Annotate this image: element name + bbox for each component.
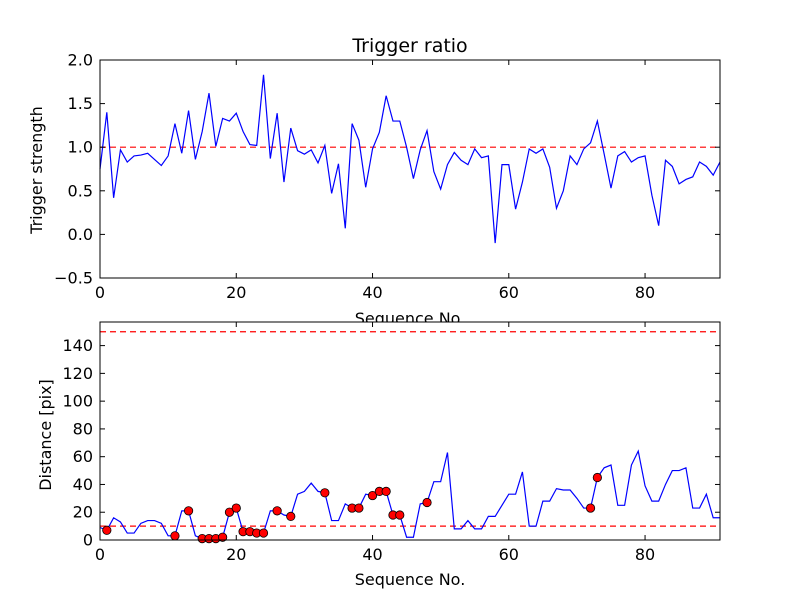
y-tick-label: 120 [62,364,93,383]
y-tick-label: −0.5 [54,269,93,288]
chart-title: Trigger ratio [351,35,467,57]
x-tick-label: 60 [499,283,519,302]
y-tick-label: 20 [73,503,93,522]
data-point [395,510,405,520]
trigger-ratio-chart: Trigger ratio 0 20 40 60 80 −0.5 0.0 0.5 1.0 1.5 2… [27,35,721,328]
y-tick-label: 1.5 [68,94,93,113]
data-point [585,503,596,513]
y-tick-label: 60 [73,447,93,466]
x-tick-label: 40 [362,545,382,564]
data-point [272,506,282,516]
data-point [320,488,330,498]
plot-area: 0 20 40 60 80 0 20 40 60 80 100 120 140 [62,321,721,564]
data-point [286,511,296,521]
plot-frame [99,321,721,541]
x-tick-label: 80 [635,283,655,302]
data-point [422,497,432,508]
y-tick-label: 0.5 [68,181,93,200]
y-axis-label: Distance [pix] [36,379,55,491]
data-point [592,472,602,483]
x-axis-label: Sequence No. [355,570,466,589]
y-tick-label: 140 [62,336,93,355]
y-tick-label: 80 [73,419,93,438]
data-point [183,506,194,516]
x-tick-label: 80 [635,545,655,564]
plot-area: 0 20 40 60 80 −0.5 0.0 0.5 1.0 1.5 2.0 [54,51,721,302]
data-point [170,531,180,541]
x-tick-label: 20 [226,283,246,302]
distance-chart: 0 20 40 60 80 0 20 40 60 80 100 120 140 Sequence No.… [36,321,721,589]
y-tick-label: 100 [62,392,93,411]
y-tick-label: 0.0 [68,225,93,244]
x-tick-label: 20 [226,545,246,564]
data-point [381,486,391,497]
x-tick-label: 0 [95,283,105,302]
plot-background [100,60,720,278]
y-tick-label: 40 [73,475,93,494]
y-axis-label: Trigger strength [27,106,46,235]
x-tick-label: 0 [95,545,105,564]
data-point [367,490,378,501]
data-point [231,503,241,513]
data-point [102,525,112,535]
data-point [218,532,228,542]
x-tick-label: 40 [362,283,382,302]
series-line [99,74,721,244]
data-point [224,507,235,517]
x-tick-label: 60 [499,545,519,564]
data-point [258,528,269,538]
data-point [354,503,364,513]
y-tick-label: 1.0 [68,138,93,157]
y-tick-label: 0 [83,531,93,550]
plot-frame [99,59,721,279]
plot-background [100,322,720,540]
y-tick-label: 2.0 [68,51,93,70]
